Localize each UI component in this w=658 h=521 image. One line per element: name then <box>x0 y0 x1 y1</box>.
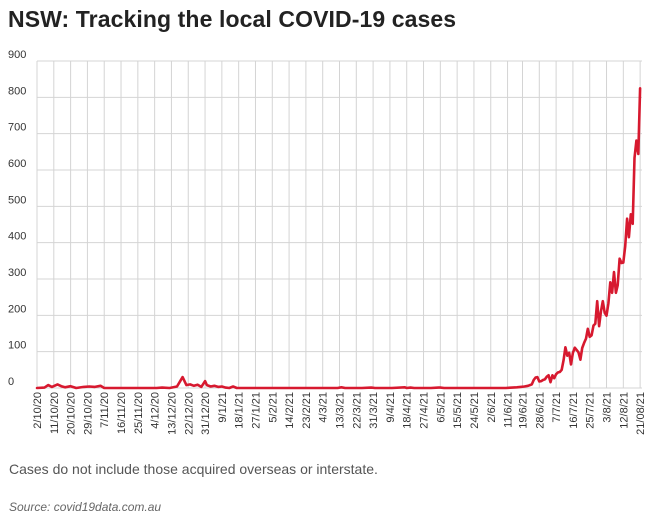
x-tick-label: 12/8/21 <box>618 392 630 429</box>
x-tick-label: 25/11/20 <box>133 392 145 434</box>
x-tick-label: 5/2/21 <box>267 392 279 423</box>
x-tick-label: 13/3/21 <box>335 392 347 429</box>
x-tick-label: 20/10/20 <box>66 392 78 435</box>
y-tick-label: 700 <box>8 122 26 134</box>
y-tick-label: 0 <box>8 376 14 388</box>
x-tick-label: 18/1/21 <box>234 392 246 429</box>
x-tick-label: 15/5/21 <box>452 392 464 429</box>
chart-title: NSW: Tracking the local COVID-19 cases <box>8 6 457 32</box>
x-tick-label: 6/5/21 <box>435 392 447 423</box>
chart-note: Cases do not include those acquired over… <box>9 461 378 477</box>
chart-source: Source: covid19data.com.au <box>9 500 162 514</box>
x-tick-label: 9/1/21 <box>217 392 229 423</box>
x-axis: 2/10/20 11/10/20 20/10/20 29/10/20 7/11/20 16… <box>32 392 647 435</box>
x-tick-label: 2/6/21 <box>486 392 498 423</box>
x-tick-label: 23/2/21 <box>301 392 313 429</box>
series-line <box>35 87 642 390</box>
x-tick-label: 7/11/20 <box>99 392 111 428</box>
y-tick-label: 800 <box>8 85 26 97</box>
x-tick-label: 29/10/20 <box>82 392 94 435</box>
x-tick-label: 11/6/21 <box>503 392 515 428</box>
x-tick-label: 19/6/21 <box>517 392 529 429</box>
line-chart: 0 100 200 300 400 500 600 700 800 900 2/10/20 11/1… <box>8 49 647 435</box>
y-tick-label: 900 <box>8 49 26 61</box>
y-tick-label: 100 <box>8 340 26 352</box>
x-tick-label: 27/1/21 <box>250 392 262 429</box>
y-tick-label: 400 <box>8 231 26 243</box>
x-tick-label: 22/3/21 <box>351 392 363 429</box>
x-tick-label: 7/7/21 <box>551 392 563 423</box>
x-tick-label: 9/4/21 <box>385 392 397 423</box>
x-tick-label: 3/8/21 <box>602 392 614 423</box>
x-tick-label: 14/2/21 <box>284 392 296 429</box>
x-tick-label: 16/11/20 <box>116 392 128 434</box>
x-tick-label: 25/7/21 <box>585 392 597 429</box>
y-tick-label: 600 <box>8 158 26 170</box>
y-axis: 0 100 200 300 400 500 600 700 800 900 <box>8 49 26 388</box>
x-tick-label: 13/12/20 <box>166 392 178 435</box>
y-tick-label: 500 <box>8 194 26 206</box>
x-tick-label: 4/3/21 <box>318 392 330 423</box>
x-tick-label: 22/12/20 <box>183 392 195 435</box>
y-tick-label: 300 <box>8 267 26 279</box>
x-tick-label: 16/7/21 <box>568 392 580 429</box>
x-tick-label: 18/4/21 <box>402 392 414 429</box>
x-tick-label: 2/10/20 <box>32 392 44 429</box>
x-tick-label: 28/6/21 <box>534 392 546 429</box>
x-tick-label: 11/10/20 <box>49 392 61 434</box>
x-tick-label: 4/12/20 <box>150 392 162 429</box>
x-tick-label: 21/08/21 <box>635 392 647 435</box>
x-tick-label: 31/12/20 <box>200 392 212 435</box>
x-tick-label: 24/5/21 <box>469 392 481 429</box>
x-tick-label: 27/4/21 <box>419 392 431 429</box>
x-tick-label: 31/3/21 <box>368 392 380 429</box>
series-lines <box>35 87 642 390</box>
y-tick-label: 200 <box>8 303 26 315</box>
grid <box>36 60 642 389</box>
